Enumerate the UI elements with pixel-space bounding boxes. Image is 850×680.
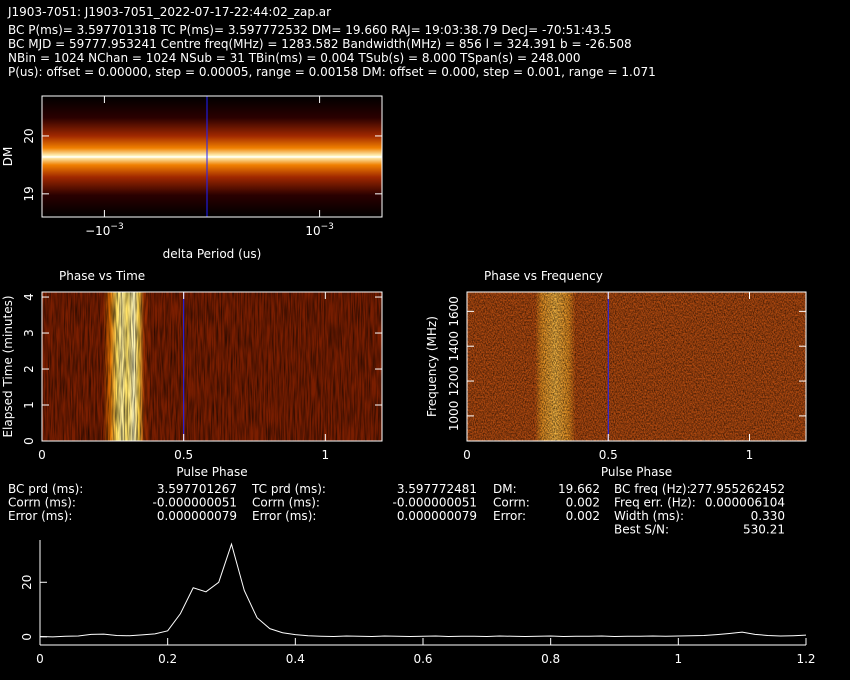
stat-value: 277.955262452 (690, 482, 785, 496)
x-tick-label: 0 (38, 448, 46, 462)
x-tick-label: 1 (322, 448, 330, 462)
heatmap-noise (467, 292, 806, 441)
y-tick-label: 19 (22, 186, 36, 201)
stat-label: Corrn (ms): (8, 496, 76, 510)
x-tick-label: 1 (675, 652, 683, 666)
y-tick-label: 1200 (447, 366, 461, 397)
y-tick-label: 0 (22, 437, 36, 445)
profile-line (39, 542, 807, 638)
y-tick-label: 1600 (447, 296, 461, 327)
stat-value: 0.002 (566, 509, 600, 523)
y-tick-label: 1400 (447, 331, 461, 362)
y-tick-label: 2 (22, 365, 36, 373)
x-axis-label: delta Period (us) (163, 247, 262, 261)
panel-title: Phase vs Time (59, 269, 145, 283)
y-tick-label: 1 (22, 401, 36, 409)
y-axis-label: DM (1, 147, 15, 167)
y-tick-label: 3 (22, 329, 36, 337)
stat-value: 0.000000079 (397, 509, 477, 523)
panel-title: Phase vs Frequency (484, 269, 603, 283)
stat-label: Corrn: (493, 496, 530, 510)
stat-label: Error: (493, 509, 526, 523)
stat-label: Corrn (ms): (252, 496, 320, 510)
stat-value: 19.662 (558, 482, 600, 496)
x-axis-label: Pulse Phase (601, 465, 672, 479)
x-tick-label: 10−3 (305, 222, 334, 238)
x-tick-label: 0.6 (413, 652, 432, 666)
heatmap-noise (42, 292, 382, 441)
x-tick-label: 1 (746, 448, 754, 462)
x-tick-label: 1.2 (796, 652, 815, 666)
x-tick-label: 0 (463, 448, 471, 462)
y-tick-label: 1000 (447, 401, 461, 432)
stat-value: 530.21 (743, 523, 785, 537)
stat-label: BC freq (Hz): (614, 482, 691, 496)
x-tick-label: 0.8 (541, 652, 560, 666)
info-line: NBin = 1024 NChan = 1024 NSub = 31 TBin(… (8, 51, 580, 65)
x-tick-label: 0.2 (158, 652, 177, 666)
x-tick-label: 0.5 (174, 448, 193, 462)
plot-frame (41, 95, 383, 218)
stat-value: 0.000000079 (157, 509, 237, 523)
x-tick-label: 0.4 (286, 652, 305, 666)
y-tick-label: 4 (22, 293, 36, 301)
y-tick-label: 20 (20, 575, 34, 590)
stat-value: 0.002 (566, 496, 600, 510)
stat-value: 3.597772481 (397, 482, 477, 496)
plot-frame (41, 291, 383, 442)
info-line: BC MJD = 59777.953241 Centre freq(MHz) =… (8, 37, 632, 51)
stat-value: 0.330 (751, 509, 785, 523)
y-tick-label: 20 (22, 128, 36, 143)
stat-value: -0.000000051 (153, 496, 238, 510)
stat-label: DM: (493, 482, 517, 496)
stat-label: Error (ms): (8, 509, 72, 523)
stat-value: -0.000000051 (393, 496, 478, 510)
x-tick-label: −10−3 (85, 222, 124, 238)
y-axis-label: Elapsed Time (minutes) (1, 295, 15, 437)
stat-label: Freq err. (Hz): (614, 496, 696, 510)
stat-value: 3.597701267 (157, 482, 237, 496)
x-tick-label: 0 (36, 652, 44, 666)
stat-label: TC prd (ms): (251, 482, 326, 496)
stat-value: 0.000006104 (705, 496, 785, 510)
info-line: BC P(ms)= 3.597701318 TC P(ms)= 3.597772… (8, 23, 612, 37)
x-axis-label: Pulse Phase (176, 465, 247, 479)
y-axis-label: Frequency (MHz) (425, 316, 439, 417)
info-line: P(us): offset = 0.00000, step = 0.00005,… (8, 65, 656, 79)
plot-title: J1903-7051: J1903-7051_2022-07-17-22:44:… (7, 5, 331, 19)
x-tick-label: 0.5 (599, 448, 618, 462)
stat-label: BC prd (ms): (8, 482, 83, 496)
stat-label: Best S/N: (614, 523, 669, 537)
plot-frame (466, 291, 807, 442)
stat-label: Width (ms): (614, 509, 684, 523)
stat-label: Error (ms): (252, 509, 316, 523)
y-tick-label: 0 (20, 633, 34, 641)
